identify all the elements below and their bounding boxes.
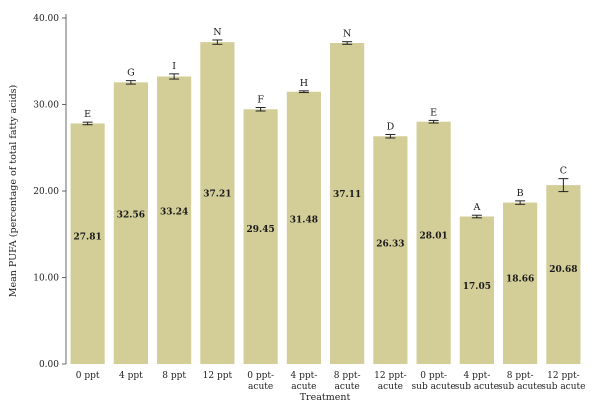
significance-letter: E bbox=[430, 107, 437, 118]
significance-letter: G bbox=[127, 68, 135, 79]
bar bbox=[113, 82, 148, 364]
bar bbox=[373, 136, 408, 364]
y-axis: 0.00 10.00 20.00 30.00 40.00 bbox=[33, 14, 67, 370]
x-tick-label: 4 ppt-sub acute bbox=[455, 371, 499, 392]
y-tick-label: 10.00 bbox=[33, 274, 59, 284]
bar bbox=[70, 123, 105, 364]
bar-value-label: 17.05 bbox=[463, 282, 491, 292]
x-tick-label: 8 ppt-acute bbox=[334, 371, 361, 392]
bar bbox=[286, 91, 321, 364]
x-tick-label: 4 ppt-acute bbox=[290, 371, 317, 392]
x-axis: 0 ppt 4 ppt 8 ppt 12 ppt 0 ppt-acute 4 ppt-ac… bbox=[76, 371, 586, 392]
bar-value-label: 31.48 bbox=[290, 216, 318, 226]
x-tick-label: 12 ppt-acute bbox=[374, 371, 407, 392]
bar-value-label: 27.81 bbox=[74, 233, 102, 243]
significance-letter: A bbox=[472, 202, 480, 213]
bar-value-label: 26.33 bbox=[376, 239, 404, 249]
bar-value-label: 32.56 bbox=[117, 211, 145, 221]
y-axis-title: Mean PUFA (percentage of total fatty aci… bbox=[8, 85, 19, 297]
bar bbox=[503, 202, 538, 364]
bar bbox=[157, 76, 192, 364]
x-tick-label: 12 ppt-sub acute bbox=[541, 371, 585, 392]
y-tick-label: 0.00 bbox=[39, 360, 59, 370]
x-tick-label: 12 ppt bbox=[203, 371, 233, 381]
x-tick-label: 0 ppt-acute bbox=[247, 371, 274, 392]
x-tick-label: 8 ppt bbox=[162, 371, 186, 381]
bar bbox=[200, 42, 235, 365]
bar-value-label: 29.45 bbox=[247, 225, 275, 235]
bar-value-label: 28.01 bbox=[420, 232, 448, 242]
significance-letter: F bbox=[257, 95, 264, 106]
x-tick-label: 0 ppt bbox=[76, 371, 100, 381]
bar bbox=[416, 121, 451, 364]
significance-letter: N bbox=[213, 27, 221, 38]
x-tick-label: 4 ppt bbox=[119, 371, 143, 381]
y-tick-label: 40.00 bbox=[33, 14, 59, 24]
y-tick-label: 20.00 bbox=[33, 187, 59, 197]
bar bbox=[459, 216, 494, 364]
bar-value-label: 20.68 bbox=[549, 265, 577, 275]
significance-letter: E bbox=[84, 109, 91, 120]
significance-letter: B bbox=[517, 188, 524, 199]
y-tick-label: 30.00 bbox=[33, 101, 59, 111]
bar-value-label: 37.21 bbox=[203, 189, 231, 199]
bar bbox=[546, 185, 581, 364]
x-axis-title: Treatment bbox=[300, 392, 351, 403]
bar-value-label: 37.11 bbox=[333, 190, 361, 200]
bar bbox=[330, 42, 365, 364]
bar bbox=[243, 109, 278, 364]
significance-letter: N bbox=[343, 29, 351, 40]
bars: E 27.81 G 32.56 I 33.24 N 37.21 F 29.45 H 31.48 N 37.… bbox=[70, 27, 581, 365]
bar-value-label: 33.24 bbox=[160, 208, 188, 218]
significance-letter: D bbox=[387, 122, 395, 133]
bar-value-label: 18.66 bbox=[506, 274, 534, 284]
significance-letter: H bbox=[300, 78, 308, 89]
significance-letter: I bbox=[172, 61, 176, 72]
x-tick-label: 8 ppt-sub acute bbox=[498, 371, 542, 392]
significance-letter: C bbox=[560, 166, 567, 177]
x-tick-label: 0 ppt-sub acute bbox=[412, 371, 456, 392]
